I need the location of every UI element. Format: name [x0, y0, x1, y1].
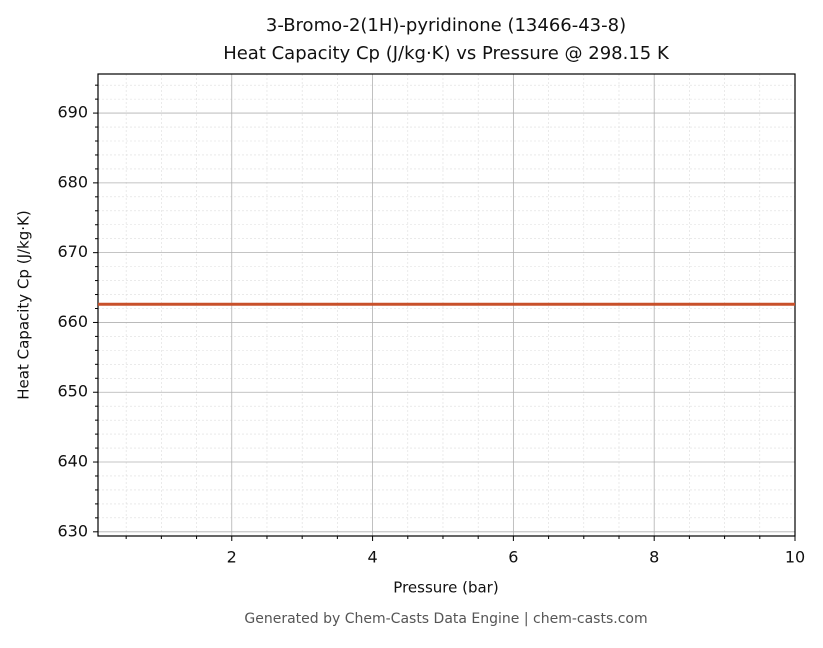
x-tick-label: 4: [367, 548, 377, 567]
footer: Generated by Chem-Casts Data Engine | ch…: [244, 611, 647, 627]
y-tick-label: 670: [57, 242, 88, 261]
y-tick-label: 640: [57, 452, 88, 471]
x-tick-label: 6: [508, 548, 518, 567]
chart-title: 3-Bromo-2(1H)-pyridinone (13466-43-8): [266, 15, 626, 36]
y-tick-label: 630: [57, 521, 88, 540]
chart-subtitle: Heat Capacity Cp (J/kg·K) vs Pressure @ …: [223, 43, 670, 64]
x-tick-label: 8: [649, 548, 659, 567]
y-tick-label: 690: [57, 103, 88, 122]
x-tick-label: 2: [227, 548, 237, 567]
x-axis-label: Pressure (bar): [393, 579, 498, 597]
y-tick-label: 650: [57, 382, 88, 401]
y-axis-label: Heat Capacity Cp (J/kg·K): [15, 210, 33, 399]
x-tick-label: 10: [785, 548, 805, 567]
y-tick-label: 660: [57, 312, 88, 331]
y-tick-label: 680: [57, 172, 88, 191]
